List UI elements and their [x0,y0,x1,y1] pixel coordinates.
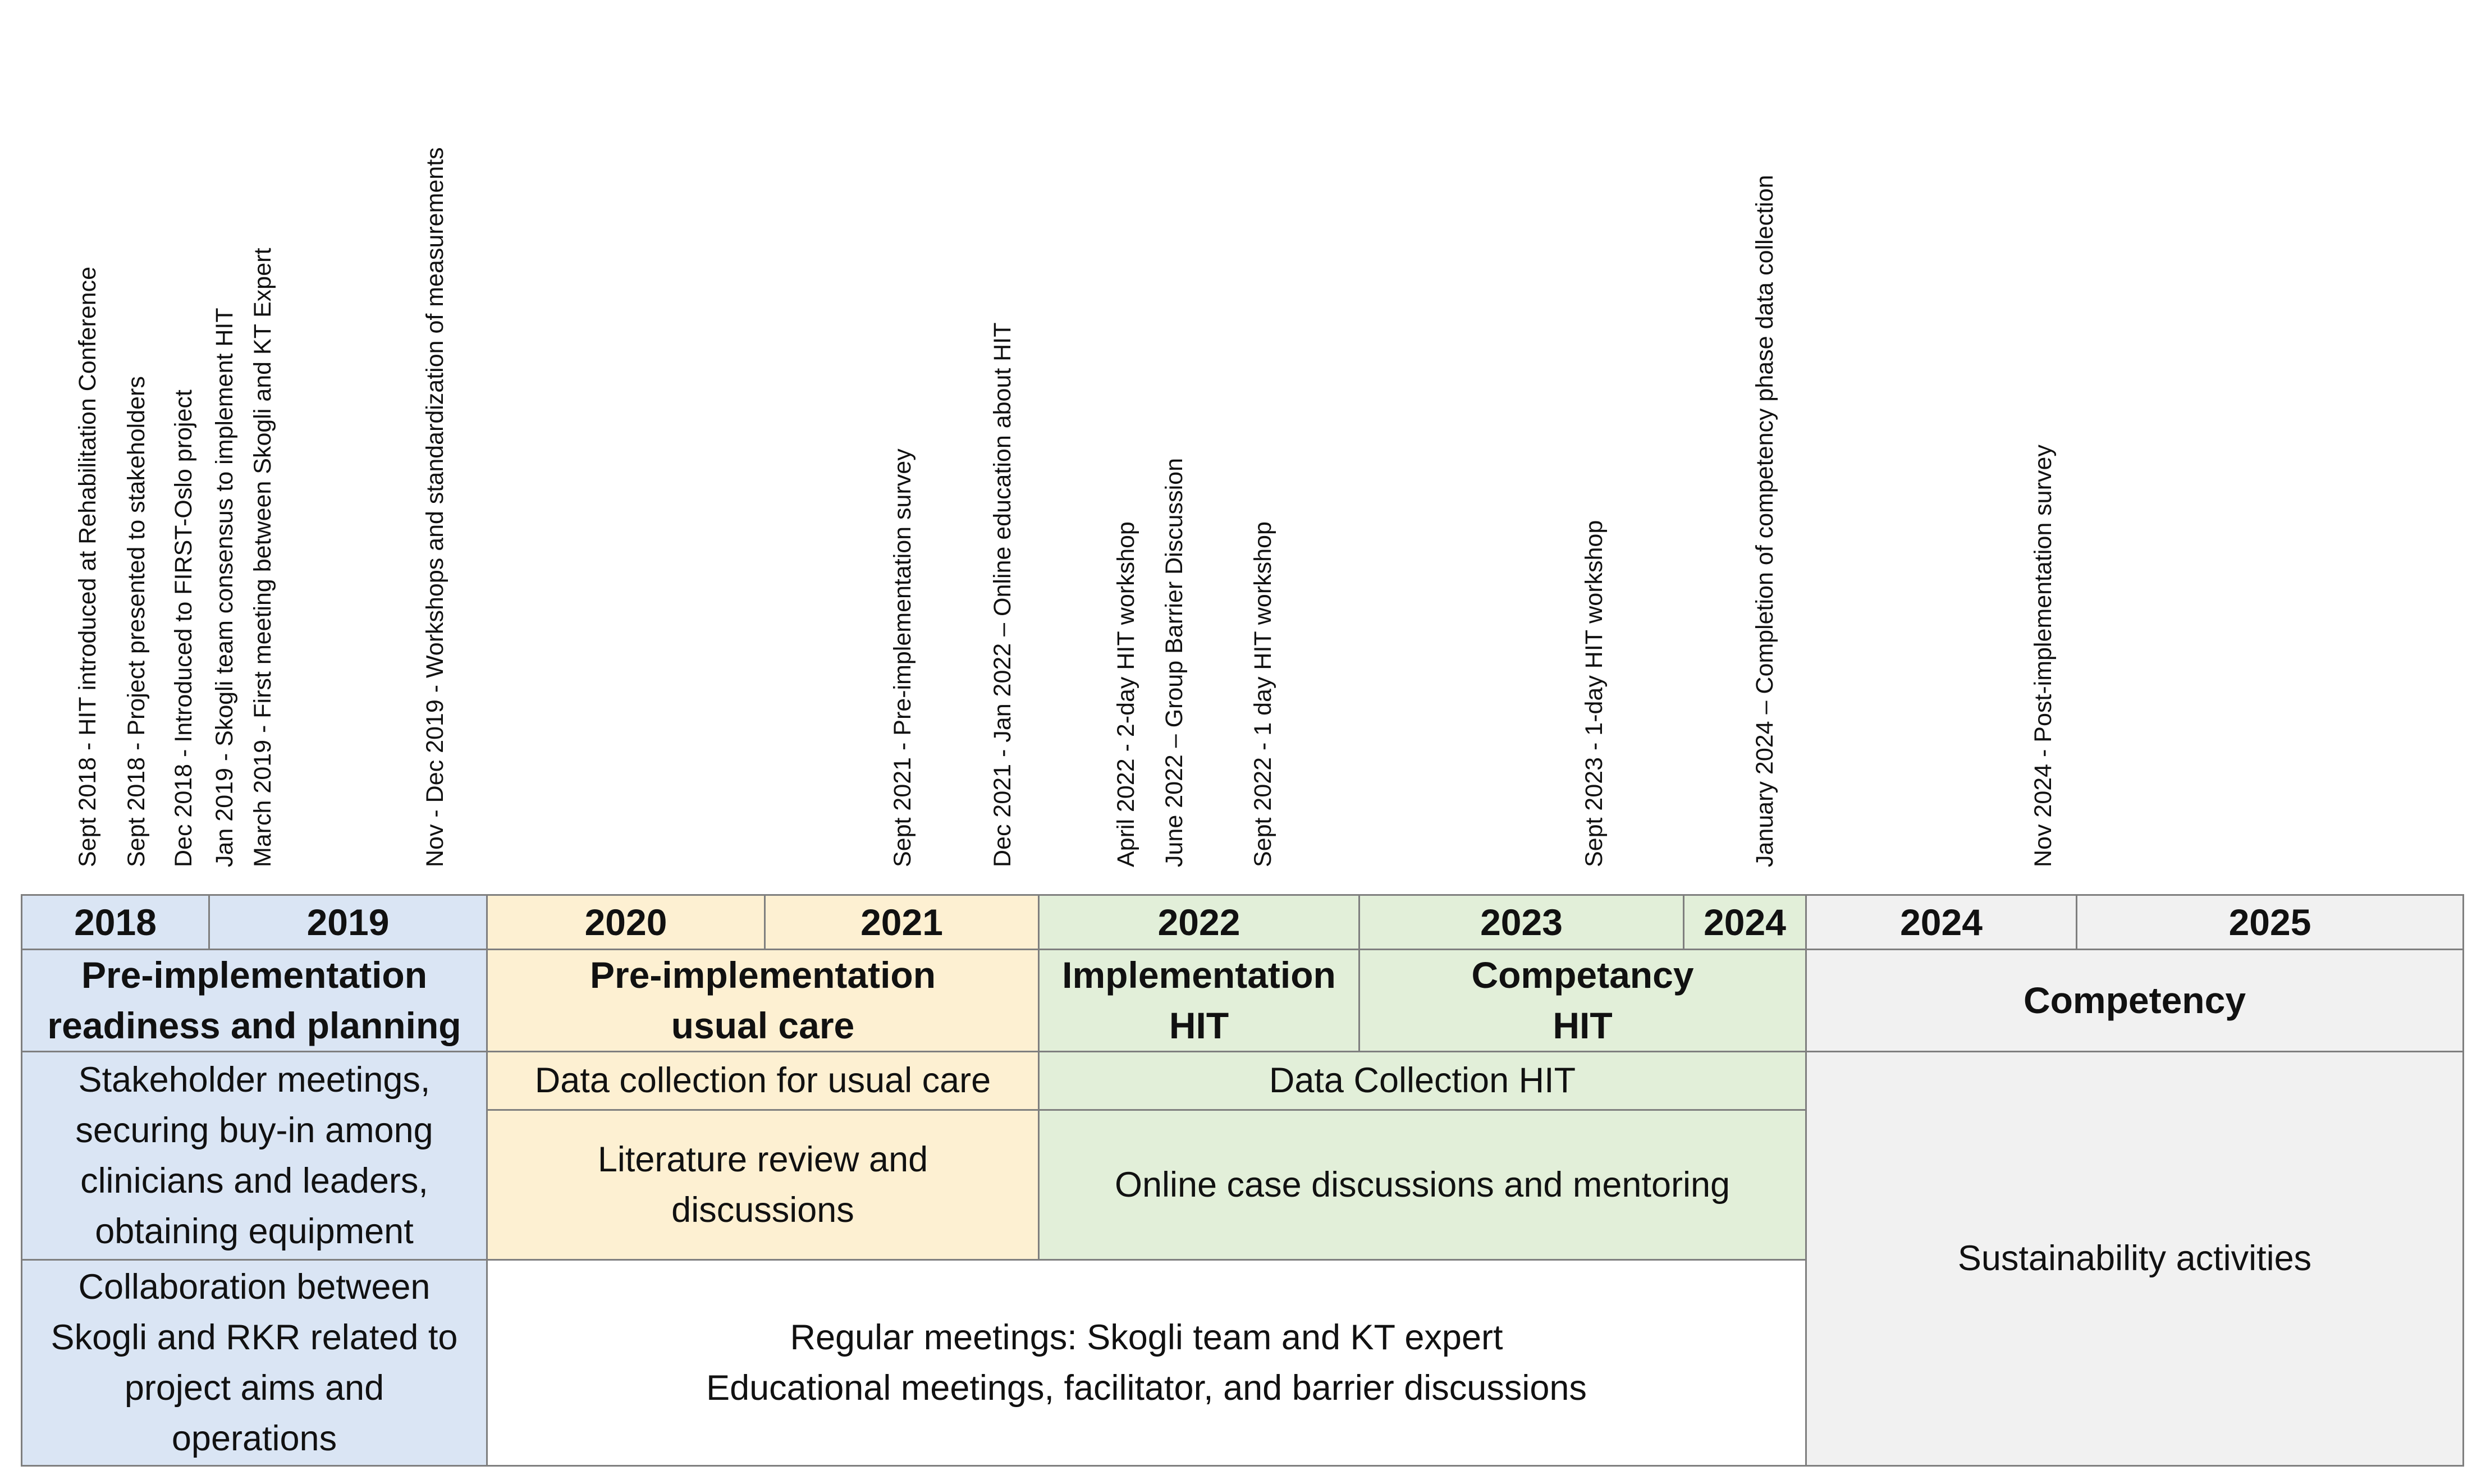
phase-cell: Pre-implementation usual care [486,949,1040,1052]
phase-cell: Competancy HIT [1358,949,1807,1052]
activity-cell: Literature review and discussions [486,1109,1040,1261]
year-header: 2018 [21,894,210,950]
phase-cell: Implementation HIT [1038,949,1360,1052]
phase-cell: Pre-implementation readiness and planning [21,949,488,1052]
activity-cell: Stakeholder meetings, securing buy-in amo… [21,1051,488,1261]
year-header: 2020 [486,894,766,950]
year-header: 2023 [1358,894,1684,950]
activity-cell: Data Collection HIT [1038,1051,1807,1111]
year-header: 2025 [2076,894,2464,950]
year-header: 2024 [1805,894,2077,950]
activity-cell: Data collection for usual care [486,1051,1040,1111]
phase-cell: Competency [1805,949,2464,1052]
year-header: 2021 [764,894,1040,950]
year-header: 2022 [1038,894,1360,950]
activity-cell: Collaboration between Skogli and RKR rela… [21,1259,488,1467]
year-header: 2024 [1683,894,1807,950]
activity-cell: Sustainability activities [1805,1051,2464,1467]
activity-cell: Regular meetings: Skogli team and KT exp… [486,1259,1807,1467]
activity-cell: Online case discussions and mentoring [1038,1109,1807,1261]
year-header: 2019 [208,894,488,950]
